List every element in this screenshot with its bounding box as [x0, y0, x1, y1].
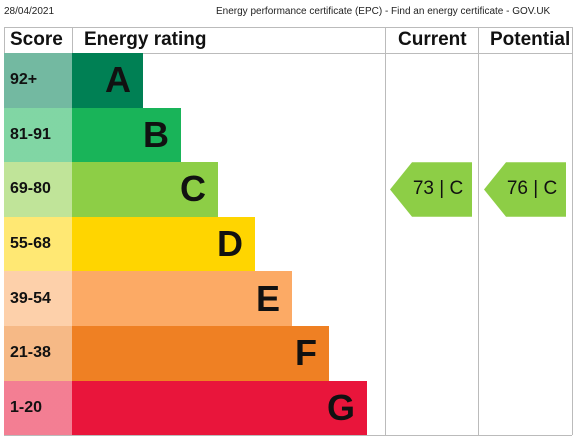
rating-bar: F — [72, 326, 329, 381]
rating-bar: B — [72, 107, 181, 163]
score-cell: 21-38 — [4, 326, 72, 381]
score-cell: 92+ — [4, 53, 72, 108]
rule — [4, 27, 572, 28]
score-cell: 69-80 — [4, 162, 72, 217]
rating-bar: G — [72, 380, 367, 436]
column-header: Potential — [490, 29, 571, 50]
rating-bar: A — [72, 53, 143, 108]
rule — [385, 27, 386, 435]
column-header: Current — [398, 29, 467, 50]
rating-bar: E — [72, 271, 292, 326]
current-rating-arrow: 73 | C — [390, 162, 472, 217]
column-header: Score — [10, 29, 63, 50]
rule — [572, 27, 573, 435]
rule — [4, 435, 572, 436]
column-header: Energy rating — [84, 29, 207, 50]
rating-bar: D — [72, 216, 255, 272]
potential-rating-arrow: 76 | C — [484, 162, 566, 217]
rule — [4, 53, 572, 54]
print-title: Energy performance certificate (EPC) - F… — [216, 6, 551, 17]
score-cell: 55-68 — [4, 216, 72, 272]
rule — [478, 27, 479, 435]
print-date: 28/04/2021 — [4, 6, 55, 17]
score-cell: 39-54 — [4, 271, 72, 326]
score-cell: 1-20 — [4, 380, 72, 436]
score-cell: 81-91 — [4, 107, 72, 163]
rating-bar: C — [72, 162, 218, 217]
